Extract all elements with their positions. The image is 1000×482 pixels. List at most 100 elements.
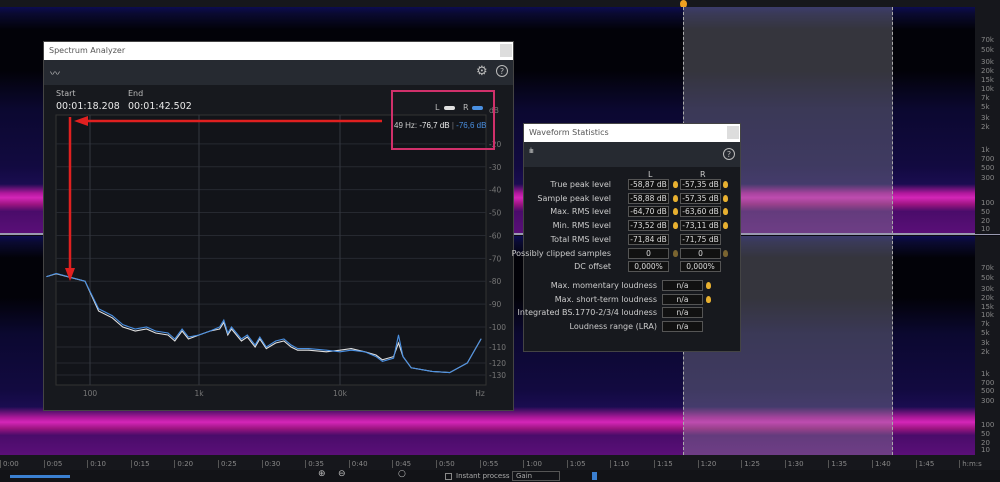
data-point-r (480, 338, 482, 340)
x-tick-label: 10k (333, 389, 348, 398)
time-tick-label: 0:20 (174, 460, 193, 468)
frequency-ruler-left: 70k 50k 30k 20k 15k 10k 7k 5k 3k 2k 1k 700 500 300 100… (975, 7, 1000, 234)
data-point-l (259, 338, 261, 340)
selection-tool-icon[interactable] (592, 472, 597, 480)
instant-process-checkbox[interactable] (445, 473, 452, 480)
gear-icon[interactable]: ⚙ (476, 64, 488, 79)
data-point-l (98, 310, 100, 312)
data-point-l (283, 340, 285, 342)
data-point-r (122, 324, 124, 326)
go-to-peak-icon[interactable] (723, 222, 728, 230)
frequency-ruler-label: 50 (981, 208, 990, 216)
time-tick-label: 1:05 (566, 460, 586, 468)
stat-value-l: -73,52 dB (628, 220, 669, 232)
time-tick-label: 0:40 (348, 460, 368, 468)
data-point-l (122, 326, 124, 328)
zoom-out-icon[interactable]: ⊖ (338, 469, 346, 479)
close-button[interactable] (727, 126, 739, 139)
go-to-peak-icon[interactable] (673, 208, 678, 216)
go-to-peak-icon[interactable] (723, 194, 728, 202)
instant-process-label: Instant process (456, 472, 510, 480)
y-tick-label: -90 (489, 300, 501, 309)
frequency-ruler-label: 7k (981, 319, 990, 328)
legend-r-swatch[interactable] (472, 106, 483, 110)
legend-l-swatch[interactable] (444, 106, 455, 110)
plot-area (55, 114, 487, 386)
data-point-r (111, 315, 113, 316)
waveform-stats-icon: ılıı (529, 147, 534, 155)
stat-row: True peak level -58,87 dB -57,35 dB (524, 179, 742, 192)
frequency-ruler-label: 20k (981, 67, 994, 75)
zoom-slider[interactable] (10, 475, 70, 478)
stat-label: Max. RMS level (550, 207, 611, 217)
spectrum-icon: 〰 (50, 69, 60, 80)
go-to-peak-icon[interactable] (723, 181, 728, 188)
window-titlebar[interactable]: Waveform Statistics (524, 124, 740, 142)
spectrum-chart[interactable]: dB-20-30-40-50-60-70-80-90-100-110-120-1… (44, 85, 513, 410)
data-point-r (254, 344, 256, 346)
y-tick-label: -80 (489, 277, 501, 286)
frequency-ruler-label: 5k (981, 328, 990, 337)
help-icon[interactable]: ? (723, 148, 735, 160)
go-to-peak-icon[interactable] (706, 295, 711, 303)
stat-label: Possibly clipped samples (511, 248, 611, 258)
data-point-r (290, 344, 292, 346)
y-tick-label: -100 (489, 323, 506, 332)
stat-row: Min. RMS level -73,52 dB -73,11 dB (524, 220, 742, 233)
time-tick-label: 0:50 (436, 460, 455, 468)
data-point-l (339, 349, 341, 351)
stat-value-r: 0 (680, 247, 721, 259)
readout-highlight-box (391, 90, 495, 150)
data-point-r (46, 276, 48, 278)
frequency-ruler-label: 20 (981, 438, 990, 447)
stat-value-l: 0 (628, 247, 669, 259)
go-to-peak-icon[interactable] (706, 282, 711, 289)
loudness-value: n/a (662, 280, 703, 291)
data-point-l (398, 342, 399, 344)
window-titlebar[interactable]: Spectrum Analyzer (44, 42, 513, 60)
data-point-r (410, 367, 412, 369)
data-point-r (167, 332, 169, 334)
go-to-peak-icon[interactable] (723, 208, 728, 216)
data-point-r (246, 334, 248, 336)
stat-value-r: -63,60 dB (680, 206, 721, 218)
time-tick-label: 0:10 (87, 460, 106, 468)
bottom-toolbar: ⊕ ⊖ ○ Instant process Gain (0, 469, 1000, 482)
frequency-ruler-label: 30k (981, 285, 994, 294)
close-button[interactable] (500, 44, 512, 57)
data-point-r (350, 349, 352, 351)
data-point-l (134, 330, 136, 332)
lasso-icon[interactable]: ○ (398, 469, 406, 479)
loudness-row: Loudness range (LRA) n/a (524, 321, 742, 334)
time-ruler[interactable]: 0:00 0:05 0:10 0:15 0:20 0:25 0:30 0:35 0:40 0:45… (0, 455, 1000, 470)
stat-row: Total RMS level -71,84 dB -71,75 dB (524, 233, 742, 247)
time-tick-label: 1:40 (872, 460, 891, 468)
go-to-peak-icon[interactable] (673, 222, 678, 230)
go-to-peak-icon[interactable] (673, 249, 678, 257)
time-tick-label: 1:45 (915, 460, 934, 468)
data-point-r (431, 371, 433, 372)
data-point-l (111, 317, 113, 319)
data-point-l (174, 340, 176, 342)
data-point-r (265, 346, 267, 348)
loudness-row: Max. short-term loudness n/a (524, 293, 742, 307)
start-label: Start (56, 89, 76, 98)
mode-dropdown[interactable]: Gain (512, 471, 560, 481)
zoom-in-icon[interactable]: ⊕ (318, 469, 326, 479)
stat-value-l: -71,84 dB (628, 233, 669, 245)
loudness-label: Max. short-term loudness (554, 294, 657, 304)
help-icon[interactable]: ? (496, 65, 508, 77)
timeline-overview-bar[interactable] (0, 0, 1000, 7)
stat-value-r: -57,35 dB (680, 192, 721, 204)
frequency-ruler-label: 700 (981, 155, 995, 163)
frequency-ruler-label: 20 (981, 217, 990, 225)
frequency-ruler-label: 30k (981, 58, 994, 66)
waveform-statistics-window: Waveform Statistics ılıı ? L R True peak… (512, 123, 742, 352)
go-to-peak-icon[interactable] (673, 194, 678, 202)
data-point-r (283, 338, 285, 340)
go-to-peak-icon[interactable] (723, 249, 728, 257)
go-to-peak-icon[interactable] (673, 181, 678, 188)
playhead-marker[interactable] (680, 0, 687, 9)
stat-value-r: -57,35 dB (680, 179, 721, 190)
column-r-header: R (700, 170, 706, 179)
